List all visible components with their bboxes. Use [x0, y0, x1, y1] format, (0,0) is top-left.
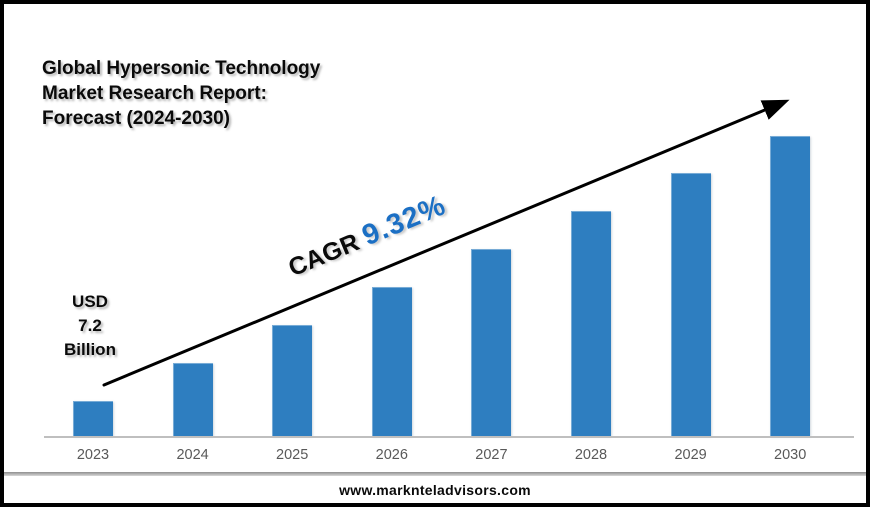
bar-2027 — [471, 249, 512, 436]
x-tick-2025: 2025 — [276, 447, 309, 463]
bar-2026 — [371, 287, 412, 436]
start-value-label: USD 7.2 Billion — [64, 292, 116, 359]
x-tick-2027: 2027 — [475, 447, 508, 463]
x-axis-line — [44, 436, 854, 438]
cagr-label: CAGR 9.32% — [283, 177, 480, 284]
x-tick-2030: 2030 — [774, 447, 807, 463]
x-tick-2026: 2026 — [375, 447, 408, 463]
bar-2025 — [272, 325, 313, 436]
x-tick-2028: 2028 — [574, 447, 608, 463]
footer-url[interactable]: www.marknteladvisors.com — [339, 481, 531, 498]
bar-2023 — [73, 401, 113, 436]
bar-2029 — [670, 173, 711, 436]
footer: www.marknteladvisors.com — [4, 476, 866, 503]
chart-title: Global Hypersonic Technology Market Rese… — [42, 58, 321, 129]
x-tick-2029: 2029 — [674, 447, 707, 463]
bar-2028 — [571, 211, 611, 436]
bar-2024 — [172, 363, 213, 436]
footer-separator — [4, 472, 866, 476]
bar-2030 — [770, 136, 811, 436]
cagr-prefix-text: CAGR — [284, 225, 370, 283]
x-tick-2023: 2023 — [76, 447, 110, 463]
x-tick-2024: 2024 — [176, 447, 209, 463]
cagr-value-text: 9.32% — [357, 189, 451, 253]
